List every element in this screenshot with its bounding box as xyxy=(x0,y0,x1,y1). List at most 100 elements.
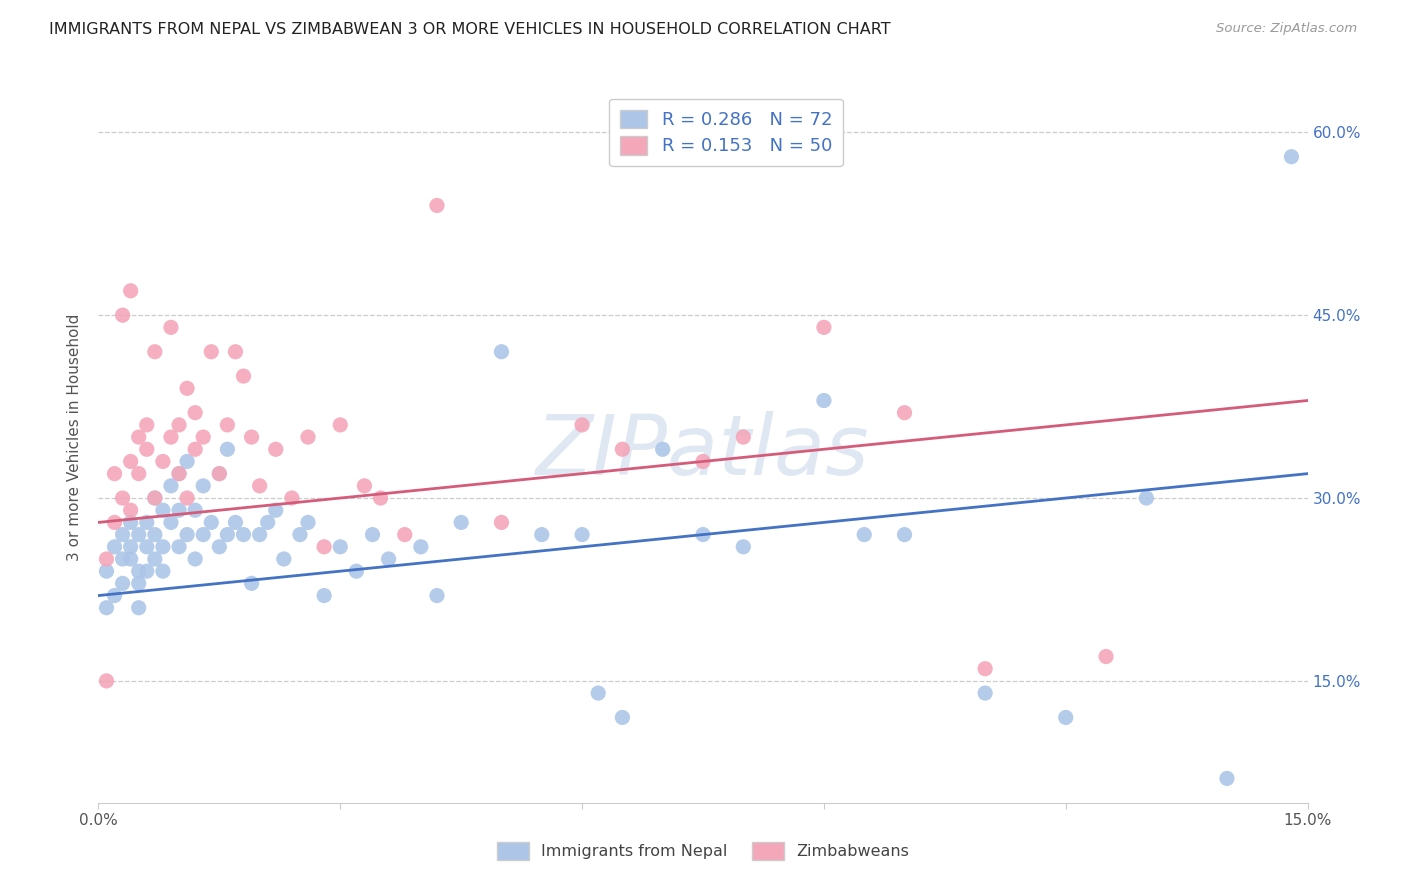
Point xyxy=(1095,649,1118,664)
Point xyxy=(103,467,125,481)
Point xyxy=(143,552,166,566)
Point xyxy=(249,479,271,493)
Point xyxy=(394,527,416,541)
Point xyxy=(96,552,118,566)
Point xyxy=(1216,772,1239,786)
Point xyxy=(111,527,134,541)
Point xyxy=(491,344,513,359)
Point xyxy=(571,527,593,541)
Point xyxy=(152,454,174,468)
Point xyxy=(813,320,835,334)
Point xyxy=(217,527,239,541)
Point xyxy=(128,600,150,615)
Point xyxy=(314,540,336,554)
Point xyxy=(184,406,207,420)
Point xyxy=(370,491,392,505)
Point xyxy=(176,454,198,468)
Point xyxy=(120,454,142,468)
Point xyxy=(120,540,142,554)
Point xyxy=(361,527,384,541)
Point xyxy=(692,527,714,541)
Point xyxy=(256,516,278,530)
Point xyxy=(733,540,755,554)
Point xyxy=(288,527,311,541)
Point xyxy=(176,381,198,395)
Point xyxy=(314,589,336,603)
Point xyxy=(160,516,183,530)
Point xyxy=(167,417,190,432)
Point xyxy=(176,527,198,541)
Point xyxy=(152,503,174,517)
Point xyxy=(426,198,449,212)
Point xyxy=(103,516,125,530)
Point xyxy=(160,479,183,493)
Point xyxy=(426,589,449,603)
Point xyxy=(224,344,246,359)
Point xyxy=(297,516,319,530)
Point xyxy=(128,430,150,444)
Point xyxy=(135,417,157,432)
Point xyxy=(167,467,190,481)
Point xyxy=(353,479,375,493)
Point xyxy=(135,540,157,554)
Point xyxy=(120,552,142,566)
Point xyxy=(111,576,134,591)
Point xyxy=(135,564,157,578)
Point xyxy=(249,527,271,541)
Point xyxy=(297,430,319,444)
Point xyxy=(329,417,352,432)
Point xyxy=(184,552,207,566)
Point xyxy=(232,369,254,384)
Point xyxy=(893,527,915,541)
Point xyxy=(586,686,609,700)
Point xyxy=(103,589,125,603)
Point xyxy=(143,527,166,541)
Point xyxy=(128,467,150,481)
Point xyxy=(160,320,183,334)
Point xyxy=(853,527,876,541)
Point xyxy=(184,442,207,457)
Point xyxy=(217,417,239,432)
Point xyxy=(96,673,118,688)
Point xyxy=(281,491,304,505)
Point xyxy=(450,516,472,530)
Point xyxy=(128,564,150,578)
Point xyxy=(733,430,755,444)
Point xyxy=(491,516,513,530)
Point xyxy=(409,540,432,554)
Point xyxy=(1054,710,1077,724)
Point xyxy=(651,442,673,457)
Point xyxy=(571,417,593,432)
Point xyxy=(208,540,231,554)
Point xyxy=(152,540,174,554)
Point xyxy=(120,284,142,298)
Point xyxy=(111,491,134,505)
Point xyxy=(224,516,246,530)
Point xyxy=(893,406,915,420)
Point xyxy=(111,552,134,566)
Point xyxy=(208,467,231,481)
Point xyxy=(200,344,222,359)
Y-axis label: 3 or more Vehicles in Household: 3 or more Vehicles in Household xyxy=(67,313,83,561)
Point xyxy=(232,527,254,541)
Point xyxy=(103,540,125,554)
Point xyxy=(96,600,118,615)
Point xyxy=(974,662,997,676)
Point xyxy=(329,540,352,554)
Point xyxy=(184,503,207,517)
Point xyxy=(167,467,190,481)
Point xyxy=(1135,491,1157,505)
Point xyxy=(152,564,174,578)
Point xyxy=(143,491,166,505)
Point xyxy=(217,442,239,457)
Point xyxy=(193,430,215,444)
Point xyxy=(240,430,263,444)
Point xyxy=(264,442,287,457)
Point xyxy=(128,576,150,591)
Point xyxy=(612,710,634,724)
Point xyxy=(120,503,142,517)
Point xyxy=(612,442,634,457)
Point xyxy=(530,527,553,541)
Point xyxy=(176,491,198,505)
Point xyxy=(208,467,231,481)
